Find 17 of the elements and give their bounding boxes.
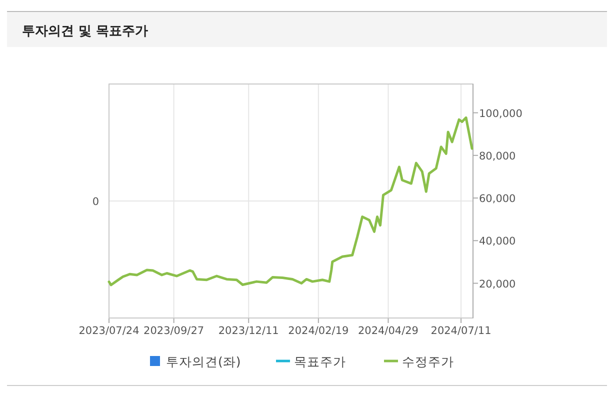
legend-label: 투자의견(좌) <box>166 354 241 369</box>
y2-tick-label: 60,000 <box>479 193 516 206</box>
x-tick-label: 2023/09/27 <box>144 325 204 337</box>
x-tick-label: 2024/07/11 <box>430 325 492 337</box>
y2-tick-label: 40,000 <box>479 236 516 248</box>
y2-tick-label: 80,000 <box>479 150 516 162</box>
chart-title: 투자의견 및 목표주가 <box>22 24 148 39</box>
text: 0 <box>92 196 99 208</box>
x-tick-label: 2024/02/19 <box>288 325 349 337</box>
x-tick-label: 2023/12/11 <box>218 325 279 337</box>
x-tick-label: 2024/04/29 <box>358 325 418 337</box>
x-tick-label: 2023/07/24 <box>78 325 140 337</box>
legend-label: 목표주가 <box>294 354 346 369</box>
header: 투자의견 및 목표주가 <box>6 11 608 47</box>
y2-tick-label: 100,000 <box>479 108 522 120</box>
y2-tick-label: 20,000 <box>479 278 516 290</box>
legend-label: 수정주가 <box>402 354 454 369</box>
